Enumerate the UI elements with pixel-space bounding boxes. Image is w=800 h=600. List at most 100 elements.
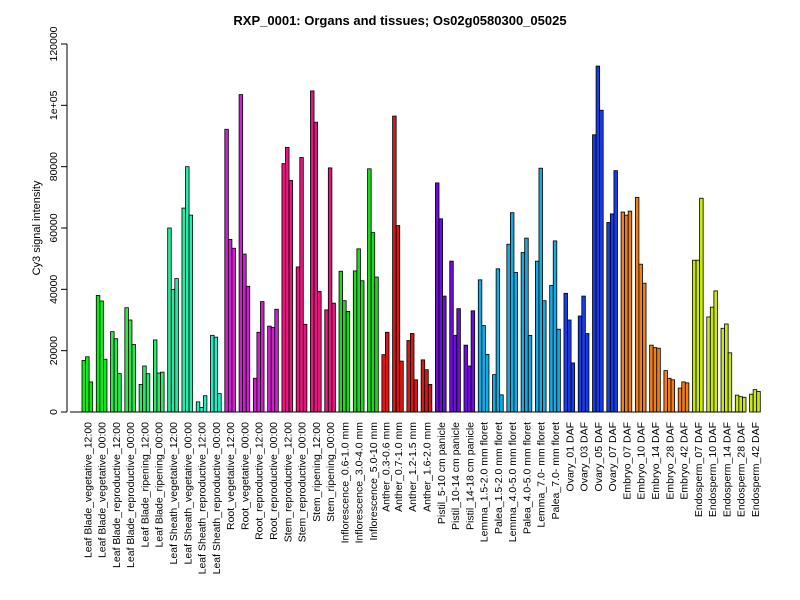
x-tick-label: Ovary_03 DAF <box>579 422 591 491</box>
bar <box>452 334 458 413</box>
x-tick-label: Stem_reproductive_00:00 <box>297 422 309 542</box>
bar <box>467 365 472 413</box>
bar <box>738 396 743 413</box>
bar <box>281 163 286 413</box>
bar <box>420 359 426 413</box>
bar <box>495 268 501 413</box>
bar <box>713 290 718 413</box>
bar <box>570 362 576 413</box>
bar <box>552 240 558 413</box>
x-tick-label: Leaf Sheath_vegetative_12:00 <box>168 422 180 565</box>
bar <box>185 166 190 413</box>
bar <box>285 146 290 413</box>
bar <box>356 248 361 413</box>
bar <box>449 260 454 413</box>
bar <box>634 196 640 413</box>
x-tick-label: Leaf Sheath_reproductive_00:00 <box>211 422 223 575</box>
x-tick-label: Embryo_42 DAF <box>679 422 691 500</box>
bar <box>302 323 308 413</box>
x-tick-label: Inflorescence_0.6-1.0 mm <box>339 422 351 544</box>
bar <box>227 238 233 413</box>
bar <box>442 295 447 413</box>
bar <box>656 347 661 413</box>
x-tick-label: Stem_ripening_00:00 <box>325 422 337 522</box>
bar <box>709 306 715 413</box>
x-tick-label: Palea_7.0- mm floret <box>550 422 562 520</box>
bar <box>456 308 461 413</box>
x-tick-label: Leaf Blade_reproductive_00:00 <box>125 422 137 568</box>
bar <box>245 285 251 413</box>
bar <box>663 370 668 413</box>
bar <box>538 167 543 413</box>
x-tick-label: Ovary_05 DAF <box>593 422 605 491</box>
bar <box>584 333 590 413</box>
x-tick-label: Leaf Sheath_vegetative_00:00 <box>182 422 194 565</box>
bar <box>199 406 204 413</box>
bar <box>520 252 526 413</box>
bar <box>563 292 568 413</box>
bar <box>413 379 418 413</box>
bar <box>681 381 686 413</box>
bar <box>756 391 761 413</box>
bar <box>352 270 358 413</box>
bar <box>692 259 697 413</box>
x-tick-label: Leaf Blade_reproductive_12:00 <box>111 422 123 568</box>
bar <box>609 213 615 413</box>
bar <box>624 214 629 413</box>
bar <box>213 336 219 413</box>
bar <box>310 90 315 413</box>
y-tick-label: 120000 <box>48 26 60 61</box>
bar <box>670 379 675 413</box>
x-tick-label: Endosperm_07 DAF <box>693 422 705 517</box>
bar <box>638 263 643 413</box>
bar <box>606 222 611 413</box>
y-tick-label: 20000 <box>48 336 60 365</box>
bar <box>210 334 215 413</box>
bar <box>299 157 304 413</box>
x-tick-label: Root_vegetative_00:00 <box>239 422 251 530</box>
bar <box>174 278 179 413</box>
x-tick-label: Leaf Blade_vegetative_12:00 <box>82 422 94 558</box>
y-tick-label: 40000 <box>48 275 60 304</box>
x-tick-label: Pistil_14-18 cm panicle <box>464 422 476 530</box>
bar <box>399 360 404 413</box>
bar <box>742 396 747 413</box>
x-tick-label: Endosperm_10 DAF <box>707 422 719 517</box>
bar <box>113 338 119 413</box>
bar <box>317 291 322 413</box>
x-tick-label: Pistil_10-14 cm panicle <box>450 422 462 530</box>
bar <box>734 394 740 413</box>
bar <box>131 344 136 413</box>
bar <box>542 300 547 413</box>
bar <box>124 307 129 413</box>
bar <box>567 319 572 413</box>
x-tick-label: Endosperm_42 DAF <box>750 422 762 517</box>
bar <box>699 197 704 413</box>
bar <box>499 394 504 413</box>
bar <box>242 253 247 413</box>
bar <box>438 218 443 413</box>
bar <box>406 340 411 413</box>
bar <box>506 243 511 413</box>
bar <box>156 372 161 413</box>
x-tick-label: Embryo_07 DAF <box>621 422 633 500</box>
x-tick-label: Anther_0.3-0.6 mm <box>380 422 392 512</box>
bar <box>152 339 158 413</box>
bar <box>549 284 554 413</box>
bar <box>324 309 329 413</box>
bar <box>160 371 165 413</box>
bar <box>238 94 244 413</box>
bar <box>595 65 601 413</box>
x-tick-label: Embryo_28 DAF <box>664 422 676 500</box>
x-tick-label: Leaf Sheath_reproductive_12:00 <box>197 422 209 575</box>
bar <box>620 211 626 413</box>
bar <box>470 310 476 413</box>
bar <box>581 295 586 413</box>
x-tick-label: Leaf Blade_ripening_00:00 <box>154 422 166 548</box>
bar <box>720 327 725 413</box>
x-tick-label: Ovary_07 DAF <box>607 422 619 491</box>
bar <box>110 331 115 413</box>
bar <box>535 260 540 413</box>
bar <box>481 325 486 413</box>
bar <box>202 395 208 413</box>
